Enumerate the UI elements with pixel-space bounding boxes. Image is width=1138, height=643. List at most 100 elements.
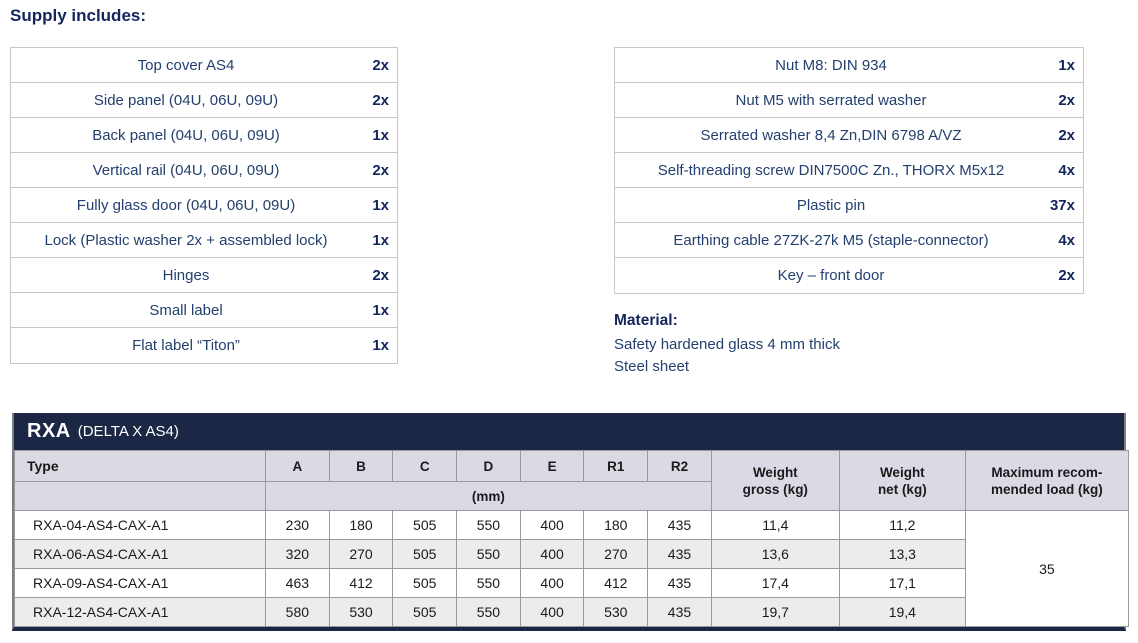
supply-item-qty: 1x: [372, 126, 389, 144]
column-header-weight-gross: Weight gross (kg): [710, 450, 840, 511]
supply-item-qty: 2x: [1058, 126, 1075, 144]
supply-row: Plastic pin 37x: [615, 188, 1083, 223]
supply-item-label: Fully glass door (04U, 06U, 09U): [76, 196, 296, 214]
supply-item-qty: 2x: [1058, 91, 1075, 109]
supply-row: Vertical rail (04U, 06U, 09U) 2x: [11, 153, 397, 188]
supply-row: Top cover AS4 2x: [11, 48, 397, 83]
cell-weight-net: 11,2: [838, 510, 966, 540]
cell-e: 400: [519, 510, 585, 540]
supply-item-qty: 1x: [372, 337, 389, 354]
supply-row: Self-threading screw DIN7500C Zn., THORX…: [615, 153, 1083, 188]
cell-b: 180: [328, 510, 394, 540]
table-row: RXA-09-AS4-CAX-A1 463 412 505 550 400 41…: [14, 568, 1129, 598]
supply-item-qty: 2x: [1058, 267, 1075, 284]
supply-item-label: Vertical rail (04U, 06U, 09U): [92, 161, 280, 179]
cell-r2: 435: [647, 510, 712, 540]
cell-weight-gross: 19,7: [710, 597, 840, 627]
material-line: Safety hardened glass 4 mm thick: [614, 336, 840, 353]
material-heading: Material:: [614, 312, 678, 329]
column-header-c: C: [392, 450, 458, 482]
cell-r1: 412: [583, 568, 649, 598]
supply-item-label: Flat label “Titon”: [132, 337, 240, 354]
supply-list-left: Top cover AS4 2x Side panel (04U, 06U, 0…: [10, 47, 398, 364]
cell-r1: 180: [583, 510, 649, 540]
supply-item-label: Lock (Plastic washer 2x + assembled lock…: [44, 231, 328, 249]
cell-weight-gross: 13,6: [710, 539, 840, 569]
cell-e: 400: [519, 597, 585, 627]
column-header-b: B: [328, 450, 394, 482]
column-header-a: A: [265, 450, 330, 482]
cell-weight-gross: 17,4: [710, 568, 840, 598]
supply-row: Earthing cable 27ZK-27k M5 (staple-conne…: [615, 223, 1083, 258]
cell-d: 550: [456, 568, 521, 598]
cell-d: 550: [456, 510, 521, 540]
table-row: RXA-12-AS4-CAX-A1 580 530 505 550 400 53…: [14, 597, 1129, 627]
material-line: Steel sheet: [614, 358, 690, 375]
supply-item-qty: 1x: [372, 301, 389, 319]
cell-a: 463: [265, 568, 330, 598]
supply-item-label: Top cover AS4: [137, 56, 235, 74]
cell-weight-net: 13,3: [838, 539, 966, 569]
supply-item-qty: 2x: [372, 161, 389, 179]
cell-r1: 530: [583, 597, 649, 627]
product-table-title: RXA: [27, 420, 71, 442]
supply-row: Hinges 2x: [11, 258, 397, 293]
supply-row: Nut M5 with serrated washer 2x: [615, 83, 1083, 118]
page-title: Supply includes:: [10, 6, 147, 25]
cell-r1: 270: [583, 539, 649, 569]
cell-c: 505: [392, 597, 458, 627]
cell-weight-gross: 11,4: [710, 510, 840, 540]
cell-d: 550: [456, 597, 521, 627]
supply-row: Flat label “Titon” 1x: [11, 328, 397, 363]
supply-item-label: Serrated washer 8,4 Zn,DIN 6798 A/VZ: [700, 126, 962, 144]
cell-r2: 435: [647, 539, 712, 569]
product-table-subtitle: (DELTA X AS4): [77, 423, 179, 440]
supply-item-label: Small label: [149, 301, 223, 319]
cell-e: 400: [519, 539, 585, 569]
cell-c: 505: [392, 539, 458, 569]
column-header-type-spacer: [14, 481, 266, 511]
product-table-title-bar: RXA (DELTA X AS4): [14, 413, 1124, 450]
cell-type: RXA-12-AS4-CAX-A1: [14, 597, 266, 627]
cell-b: 412: [328, 568, 394, 598]
cell-a: 580: [265, 597, 330, 627]
supply-item-label: Key – front door: [777, 267, 885, 284]
supply-item-qty: 4x: [1058, 161, 1075, 179]
cell-b: 270: [328, 539, 394, 569]
cell-a: 230: [265, 510, 330, 540]
column-header-type: Type: [14, 450, 266, 482]
cell-c: 505: [392, 568, 458, 598]
supply-item-label: Hinges: [162, 266, 210, 284]
column-header-e: E: [519, 450, 585, 482]
cell-b: 530: [328, 597, 394, 627]
supply-item-qty: 2x: [372, 266, 389, 284]
supply-row: Fully glass door (04U, 06U, 09U) 1x: [11, 188, 397, 223]
supply-item-qty: 4x: [1058, 231, 1075, 249]
column-header-r2: R2: [647, 450, 712, 482]
supply-row: Lock (Plastic washer 2x + assembled lock…: [11, 223, 397, 258]
supply-item-qty: 37x: [1049, 196, 1075, 214]
supply-row: Serrated washer 8,4 Zn,DIN 6798 A/VZ 2x: [615, 118, 1083, 153]
supply-list-right: Nut M8: DIN 934 1x Nut M5 with serrated …: [614, 47, 1084, 294]
cell-weight-net: 17,1: [838, 568, 966, 598]
supply-item-label: Nut M8: DIN 934: [775, 56, 887, 74]
cell-e: 400: [519, 568, 585, 598]
cell-d: 550: [456, 539, 521, 569]
supply-row: Nut M8: DIN 934 1x: [615, 48, 1083, 83]
supply-item-qty: 1x: [372, 231, 389, 249]
column-header-d: D: [456, 450, 521, 482]
column-header-r1: R1: [583, 450, 649, 482]
supply-row: Back panel (04U, 06U, 09U) 1x: [11, 118, 397, 153]
supply-row: Key – front door 2x: [615, 258, 1083, 293]
supply-item-label: Side panel (04U, 06U, 09U): [93, 91, 279, 109]
table-row: RXA-06-AS4-CAX-A1 320 270 505 550 400 27…: [14, 539, 1129, 569]
supply-item-label: Plastic pin: [796, 196, 866, 214]
cell-type: RXA-09-AS4-CAX-A1: [14, 568, 266, 598]
column-header-max-load: Maximum recom- mended load (kg): [964, 450, 1129, 511]
cell-type: RXA-06-AS4-CAX-A1: [14, 539, 266, 569]
cell-type: RXA-04-AS4-CAX-A1: [14, 510, 266, 540]
supply-row: Side panel (04U, 06U, 09U) 2x: [11, 83, 397, 118]
product-spec-table: RXA (DELTA X AS4) Type A B C D E R1 R2 W…: [12, 413, 1129, 631]
supply-item-qty: 1x: [1058, 56, 1075, 74]
supply-item-qty: 1x: [372, 196, 389, 214]
